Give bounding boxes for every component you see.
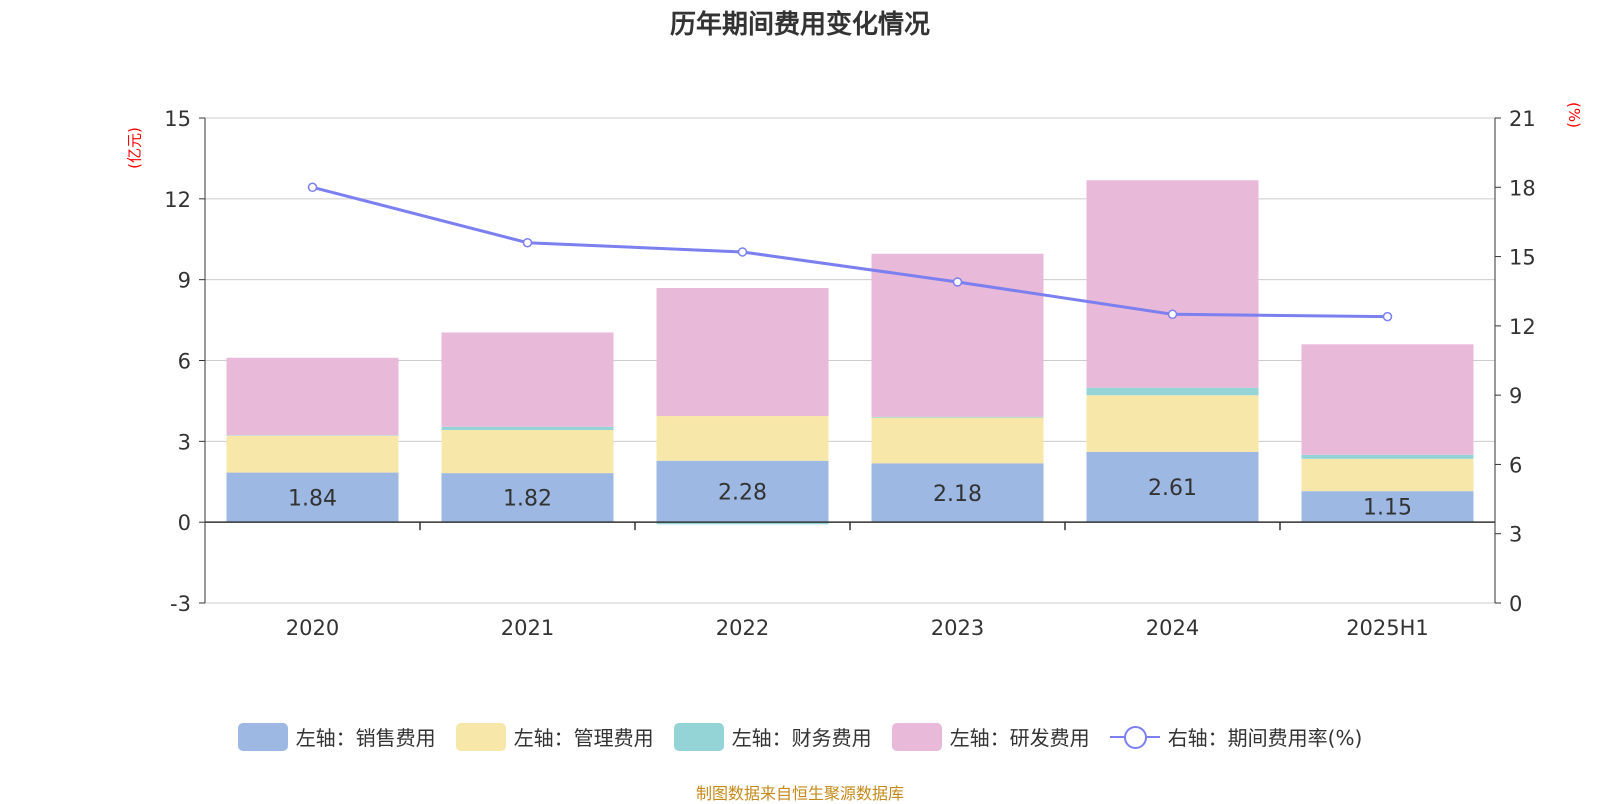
bar-3-2024 bbox=[1086, 180, 1259, 388]
bar-2-2022 bbox=[656, 522, 829, 525]
line-expense-rate bbox=[312, 185, 1388, 319]
point-expense-rate-2023 bbox=[952, 277, 963, 287]
left-tick-label-12: 12 bbox=[164, 188, 191, 212]
bar-3-2021 bbox=[441, 332, 614, 427]
data-label-2024: 2.61 bbox=[1148, 476, 1197, 501]
right-tick-label-0: 0 bbox=[1509, 592, 1522, 616]
legend-label-admin: 左轴：管理费用 bbox=[513, 726, 654, 750]
point-expense-rate-2020 bbox=[307, 182, 318, 193]
left-tick-label-6: 6 bbox=[178, 350, 191, 374]
right-tick-label-18: 18 bbox=[1509, 176, 1536, 200]
left-tick-label-15: 15 bbox=[164, 107, 191, 131]
data-label-2025H1: 1.15 bbox=[1363, 496, 1412, 521]
right-tick-label-15: 15 bbox=[1509, 246, 1536, 270]
bar-1-2022 bbox=[656, 416, 829, 461]
legend-swatch-finance bbox=[673, 722, 724, 751]
bar-1-2023 bbox=[871, 417, 1044, 464]
bar-0-2020 bbox=[226, 472, 399, 523]
bar-3-2020 bbox=[226, 357, 399, 436]
right-tick-label-3: 3 bbox=[1509, 523, 1522, 547]
bar-1-2025H1 bbox=[1301, 458, 1474, 492]
data-label-2022: 2.28 bbox=[718, 480, 767, 505]
data-label-2021: 1.82 bbox=[503, 487, 552, 512]
bar-2-2020 bbox=[226, 435, 399, 436]
legend-label-rd: 左轴：研发费用 bbox=[949, 726, 1090, 750]
legend-swatch-rd bbox=[891, 722, 942, 751]
chart-title: 历年期间费用变化情况 bbox=[669, 10, 930, 40]
source-note: 制图数据来自恒生聚源数据库 bbox=[695, 784, 904, 803]
right-tick-label-12: 12 bbox=[1509, 315, 1536, 339]
bar-2-2025H1 bbox=[1301, 454, 1474, 459]
legend-item-sales[interactable]: 左轴：销售费用 bbox=[237, 722, 436, 751]
point-expense-rate-2024 bbox=[1167, 309, 1178, 320]
legend-label-expense-rate: 右轴：期间费用率(%) bbox=[1167, 726, 1363, 750]
bar-2-2023 bbox=[871, 416, 1044, 418]
left-tick-label--3: -3 bbox=[170, 592, 191, 616]
legend-item-admin[interactable]: 左轴：管理费用 bbox=[455, 722, 654, 751]
x-tick-label-2022: 2022 bbox=[716, 616, 769, 640]
bar-3-2025H1 bbox=[1301, 344, 1474, 455]
legend-item-rd[interactable]: 左轴：研发费用 bbox=[891, 722, 1090, 751]
legend-item-expense-rate[interactable]: 右轴：期间费用率(%) bbox=[1109, 722, 1363, 751]
point-expense-rate-2021 bbox=[522, 237, 533, 248]
bar-0-2023 bbox=[871, 463, 1044, 523]
left-tick-label-3: 3 bbox=[178, 430, 191, 454]
left-tick-label-9: 9 bbox=[178, 269, 191, 293]
bar-0-2025H1 bbox=[1301, 491, 1474, 523]
legend-swatch-expense-rate bbox=[1109, 723, 1160, 751]
bar-1-2021 bbox=[441, 430, 614, 474]
right-tick-label-6: 6 bbox=[1509, 453, 1522, 477]
data-label-2023: 2.18 bbox=[933, 482, 982, 507]
bar-0-2024 bbox=[1086, 451, 1259, 523]
x-tick-label-2025H1: 2025H1 bbox=[1346, 616, 1429, 640]
x-tick-label-2021: 2021 bbox=[501, 616, 554, 640]
left-tick-label-0: 0 bbox=[178, 511, 191, 535]
point-expense-rate-2025H1 bbox=[1382, 311, 1393, 322]
x-tick-label-2024: 2024 bbox=[1146, 616, 1199, 640]
bar-2-2021 bbox=[441, 426, 614, 431]
point-expense-rate-2022 bbox=[737, 247, 748, 257]
bar-0-2021 bbox=[441, 473, 614, 523]
data-label-2020: 1.84 bbox=[288, 486, 337, 511]
bar-1-2024 bbox=[1086, 395, 1259, 452]
legend-swatch-sales bbox=[237, 722, 288, 751]
bar-2-2024 bbox=[1086, 387, 1259, 396]
bar-3-2022 bbox=[656, 288, 829, 417]
bar-1-2020 bbox=[226, 435, 399, 473]
right-tick-label-9: 9 bbox=[1509, 384, 1522, 408]
legend-swatch-admin bbox=[455, 722, 506, 751]
legend-label-finance: 左轴：财务费用 bbox=[731, 726, 872, 750]
x-tick-label-2023: 2023 bbox=[931, 616, 984, 640]
bar-0-2022 bbox=[656, 460, 829, 523]
legend: 左轴：销售费用 左轴：管理费用 左轴：财务费用 左轴：研发费用 右轴：期间费用率… bbox=[0, 722, 1600, 751]
right-tick-label-21: 21 bbox=[1509, 107, 1536, 131]
legend-label-sales: 左轴：销售费用 bbox=[295, 726, 436, 750]
legend-item-finance[interactable]: 左轴：财务费用 bbox=[673, 722, 872, 751]
x-tick-label-2020: 2020 bbox=[286, 616, 339, 640]
